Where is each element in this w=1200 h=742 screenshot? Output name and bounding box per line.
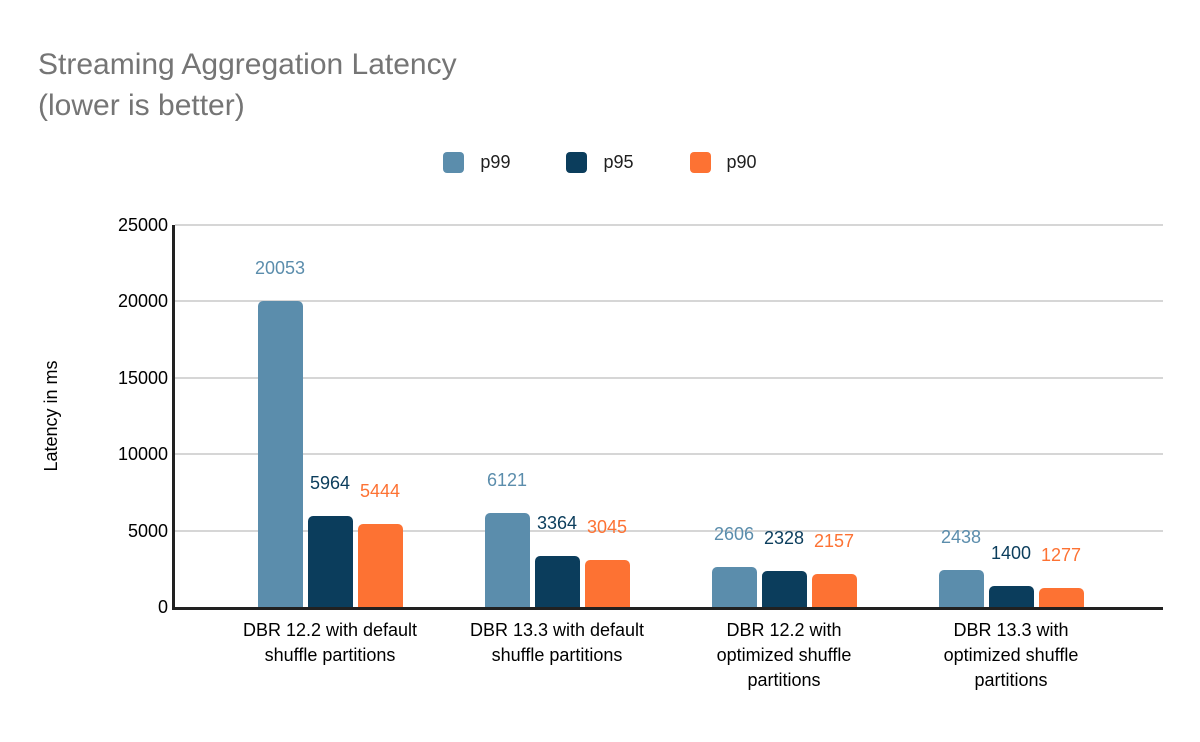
bar-p95-group2 <box>534 555 580 607</box>
gridline-10000 <box>175 453 1163 456</box>
legend-label-p90: p90 <box>726 152 757 172</box>
y-tick-label-15000: 15000 <box>117 367 168 388</box>
bar-column-p99: 20053 <box>254 225 306 607</box>
legend: p99 p95 p90 <box>0 152 1200 173</box>
legend-item-p95: p95 <box>566 152 634 173</box>
legend-swatch-p99 <box>443 152 465 173</box>
plot-area: 20053 5964 5444 6121 3364 3045 2606 2328 2157 243… <box>172 224 1163 610</box>
gridline-15000 <box>175 376 1163 379</box>
bar-p90-group2 <box>584 560 630 607</box>
bar-group-3: 2606 2328 2157 <box>711 225 857 607</box>
bar-p99-group1 <box>257 300 303 607</box>
bar-value-label-p90-group4: 1277 <box>1040 544 1082 565</box>
bar-value-label-p90-group1: 5444 <box>359 480 401 501</box>
x-category-label-4: DBR 13.3 with optimized shuffle partitio… <box>943 620 1079 690</box>
y-axis-line <box>172 225 175 610</box>
chart-title-line1: Streaming Aggregation Latency <box>38 48 457 81</box>
legend-label-p95: p95 <box>603 152 634 172</box>
bar-column-p99: 2606 <box>711 225 757 607</box>
bar-value-label-p90-group2: 3045 <box>586 517 628 538</box>
bar-p95-group1 <box>307 515 353 607</box>
bar-column-p90: 2157 <box>811 225 857 607</box>
bar-p90-group1 <box>357 523 403 607</box>
gridline-20000 <box>175 300 1163 303</box>
bar-p90-group3 <box>811 574 857 607</box>
bar-group-1: 20053 5964 5444 <box>254 225 403 607</box>
legend-swatch-p95 <box>566 152 588 173</box>
bar-p95-group4 <box>988 585 1034 607</box>
bar-p95-group3 <box>761 571 807 607</box>
y-tick-label-20000: 20000 <box>117 291 168 312</box>
bar-value-label-p99-group4: 2438 <box>940 526 982 547</box>
x-category-label-3: DBR 12.2 with optimized shuffle partitio… <box>716 620 852 690</box>
bar-column-p90: 5444 <box>357 225 403 607</box>
legend-label-p99: p99 <box>480 152 511 172</box>
bar-value-label-p99-group2: 6121 <box>486 470 528 491</box>
bar-column-p90: 1277 <box>1038 225 1084 607</box>
bar-value-label-p95-group2: 3364 <box>536 512 578 533</box>
x-category-label-1: DBR 12.2 with default shuffle partitions <box>242 620 418 665</box>
bar-p99-group4 <box>938 569 984 607</box>
bar-column-p95: 5964 <box>307 225 353 607</box>
legend-item-p99: p99 <box>443 152 510 173</box>
bar-p99-group3 <box>711 567 757 607</box>
chart-title-line2: (lower is better) <box>38 89 245 122</box>
legend-item-p90: p90 <box>689 152 757 173</box>
bar-value-label-p95-group1: 5964 <box>309 472 351 493</box>
y-tick-label-0: 0 <box>157 597 168 617</box>
bar-column-p95: 2328 <box>761 225 807 607</box>
gridline-25000 <box>175 224 1163 226</box>
bar-column-p95: 1400 <box>988 225 1034 607</box>
gridline-5000 <box>175 529 1163 532</box>
bar-p90-group4 <box>1038 587 1084 607</box>
bar-group-2: 6121 3364 3045 <box>484 225 630 607</box>
y-tick-label-5000: 5000 <box>127 520 168 541</box>
bar-column-p99: 6121 <box>484 225 530 607</box>
legend-swatch-p90 <box>689 152 711 173</box>
x-category-label-2: DBR 13.3 with default shuffle partitions <box>469 620 645 665</box>
bar-value-label-p99-group1: 20053 <box>254 257 306 278</box>
bar-column-p90: 3045 <box>584 225 630 607</box>
bar-group-4: 2438 1400 1277 <box>938 225 1084 607</box>
y-tick-label-25000: 25000 <box>117 215 168 235</box>
bar-value-label-p95-group3: 2328 <box>763 528 805 549</box>
bar-p99-group2 <box>484 513 530 607</box>
chart-title: Streaming Aggregation Latency (lower is … <box>38 44 457 126</box>
bar-column-p95: 3364 <box>534 225 580 607</box>
bar-value-label-p99-group3: 2606 <box>713 524 755 545</box>
bar-column-p99: 2438 <box>938 225 984 607</box>
y-tick-label-10000: 10000 <box>117 444 168 465</box>
bar-value-label-p90-group3: 2157 <box>813 531 855 552</box>
bar-value-label-p95-group4: 1400 <box>990 542 1032 563</box>
x-axis-line <box>172 607 1163 610</box>
